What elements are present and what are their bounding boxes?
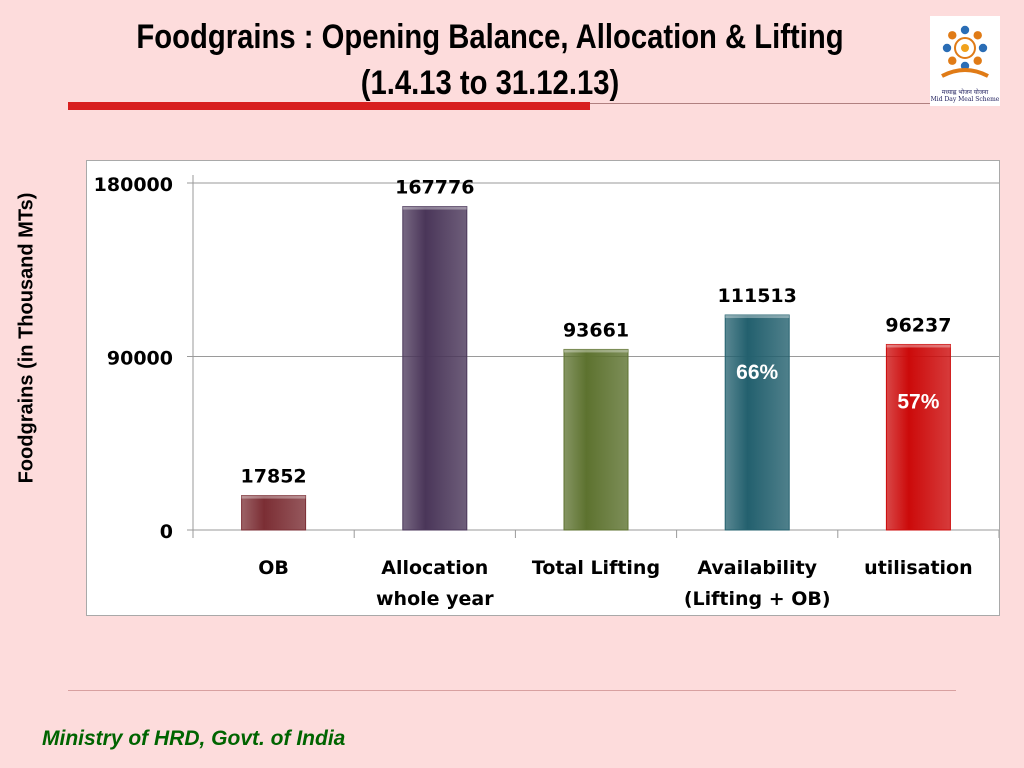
logo-figure-icon bbox=[942, 43, 952, 53]
x-category-label: Availability bbox=[697, 557, 817, 579]
logo-figure-icon bbox=[973, 56, 982, 65]
y-tick-label: 0 bbox=[160, 521, 173, 543]
x-category-label: whole year bbox=[376, 588, 494, 610]
mid-day-meal-logo: मध्याह्न भोजन योजना Mid Day Meal Scheme bbox=[930, 16, 1000, 106]
logo-figure-icon bbox=[973, 31, 982, 40]
bar-percentage-label: 66% bbox=[736, 361, 778, 384]
logo-caption-hindi: मध्याह्न भोजन योजना bbox=[941, 89, 989, 96]
x-category-label: (Lifting + OB) bbox=[684, 588, 831, 610]
y-tick-label: 90000 bbox=[107, 348, 173, 370]
bar bbox=[563, 348, 629, 531]
bar-percentage-label: 57% bbox=[897, 390, 939, 413]
data-label: 93661 bbox=[563, 319, 629, 341]
bar bbox=[724, 314, 790, 531]
title-underline-accent bbox=[68, 102, 590, 110]
bar-highlight bbox=[241, 495, 306, 499]
y-tick-label: 180000 bbox=[94, 174, 173, 196]
footer-divider bbox=[68, 690, 956, 691]
title-line-1: Foodgrains : Opening Balance, Allocation… bbox=[136, 18, 844, 56]
chart-frame: 0 90000 180000 17852 OB 167776 Allocation whole… bbox=[86, 160, 1000, 616]
logo-figure-icon bbox=[978, 43, 988, 53]
bar bbox=[241, 495, 307, 531]
data-label: 96237 bbox=[885, 314, 951, 336]
data-label: 167776 bbox=[395, 177, 474, 199]
x-category-label: OB bbox=[258, 557, 289, 579]
bar-chart: 0 90000 180000 17852 OB 167776 Allocation whole… bbox=[94, 174, 999, 610]
logo-figure-icon bbox=[960, 25, 970, 35]
logo-figure-icon bbox=[948, 56, 957, 65]
x-category-label: Allocation bbox=[381, 557, 488, 579]
bar-highlight bbox=[564, 349, 628, 353]
x-category-label: utilisation bbox=[864, 557, 972, 579]
title-line-2: (1.4.13 to 31.12.13) bbox=[360, 64, 620, 102]
bar-highlight bbox=[886, 344, 951, 348]
x-category-label: Total Lifting bbox=[532, 557, 660, 579]
logo-emblem-icon bbox=[941, 25, 989, 78]
data-label: 111513 bbox=[718, 285, 797, 307]
data-label: 17852 bbox=[241, 466, 307, 488]
bar bbox=[885, 343, 951, 531]
title-underline-thin bbox=[590, 103, 930, 104]
logo-caption-english: Mid Day Meal Scheme bbox=[930, 96, 1000, 103]
bar-highlight bbox=[725, 315, 790, 319]
bar bbox=[402, 206, 468, 531]
logo-figure-icon bbox=[948, 31, 957, 40]
y-axis-title: Foodgrains (in Thousand MTs) bbox=[15, 192, 38, 484]
page-title: Foodgrains : Opening Balance, Allocation… bbox=[120, 14, 860, 106]
bar-highlight bbox=[402, 206, 467, 210]
footer-text: Ministry of HRD, Govt. of India bbox=[42, 727, 346, 750]
